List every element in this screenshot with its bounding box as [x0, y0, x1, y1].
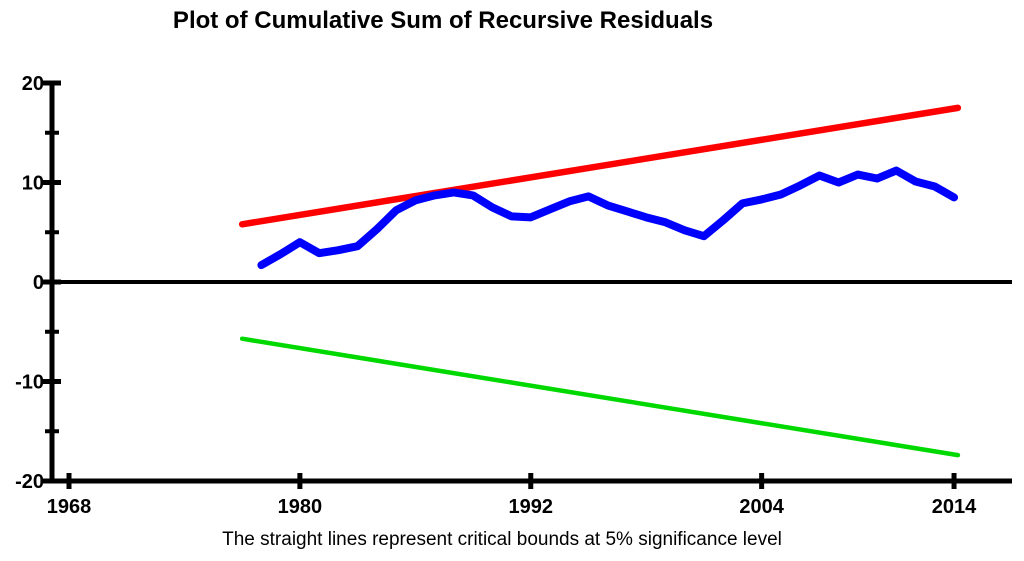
- x-tick-label: 2014: [932, 496, 977, 518]
- chart-caption: The straight lines represent critical bo…: [222, 529, 782, 550]
- upper-bound-line: [238, 104, 962, 228]
- y-tick-label: 20: [22, 73, 44, 95]
- y-tick-label: 10: [22, 173, 44, 195]
- y-tick-label: -20: [15, 471, 44, 493]
- x-tick-label: 1968: [47, 496, 92, 518]
- y-tick-label: -10: [15, 372, 44, 394]
- lower-bound-line: [239, 336, 961, 458]
- cusum-line: [257, 166, 959, 270]
- x-tick-label: 1992: [509, 496, 554, 518]
- y-tick-label: 0: [33, 272, 44, 294]
- x-tick-label: 1980: [278, 496, 323, 518]
- x-tick-label: 2004: [739, 496, 784, 518]
- chart-title: Plot of Cumulative Sum of Recursive Resi…: [172, 7, 714, 34]
